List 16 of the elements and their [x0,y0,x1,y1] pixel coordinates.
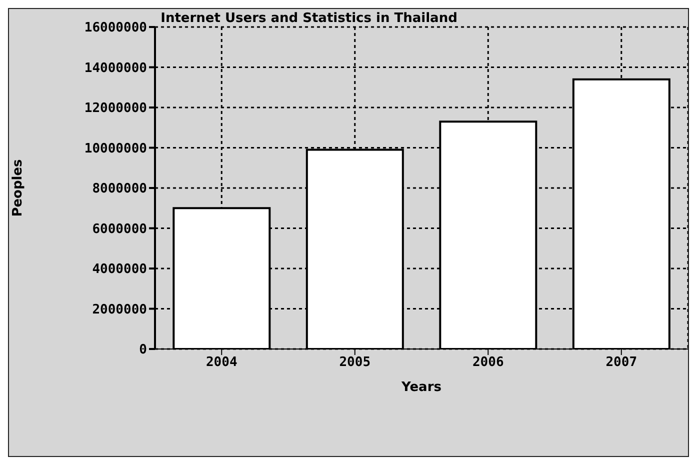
x-tick-label: 2005 [339,355,371,370]
y-tick-label: 14000000 [84,60,148,76]
y-tick-label: 10000000 [84,141,148,156]
x-tick-label: 2006 [472,355,504,370]
y-tick-label: 0 [139,342,148,358]
y-tick-label: 2000000 [92,302,148,318]
y-tick-label: 4000000 [92,262,148,278]
y-axis-title: Peoples [10,158,26,217]
x-axis-title: Years [400,380,442,395]
y-tick-label: 16000000 [84,20,148,36]
y-tick-label: 12000000 [84,101,148,116]
x-tick-label: 2007 [606,355,638,370]
chart-title: Internet Users and Statistics in Thailand [160,11,458,26]
y-tick-label: 6000000 [92,222,148,237]
x-tick-label: 2004 [206,355,238,370]
y-tick-label: 8000000 [92,182,148,197]
